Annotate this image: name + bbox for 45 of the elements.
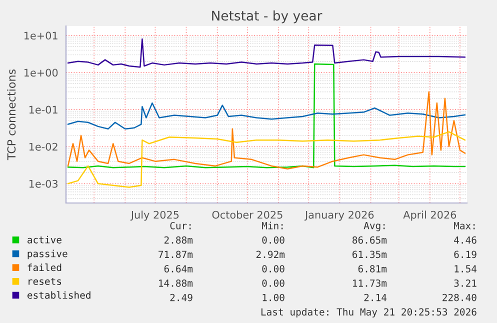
text: 14.88m [159, 279, 193, 287]
legend-label: resets [28, 278, 62, 285]
text: Max: [454, 222, 475, 230]
x-tick-label: July 2025 [130, 210, 179, 221]
y-tick-label: 1e-03 [29, 180, 58, 188]
text: 2.14 [364, 294, 387, 302]
y-tick-label: 1e-01 [29, 106, 58, 114]
x-tick-label: October 2025 [212, 210, 282, 219]
legend-label: established [27, 291, 90, 299]
text: 3.21 [454, 279, 476, 287]
text: Last update: Thu May 21 20:25:53 2026 [261, 308, 476, 318]
text: 2.88m [164, 236, 193, 244]
text: 6.19 [454, 250, 476, 258]
legend-label: active [28, 236, 62, 244]
legend-label: failed [28, 264, 62, 272]
y-axis-title: TCP connections [7, 69, 16, 160]
y-tick-label: 1e+00 [24, 68, 58, 77]
legend-label: passive [28, 250, 68, 260]
text: Cur: [170, 222, 191, 230]
text: 6.64m [164, 265, 193, 272]
text: Avg: [364, 222, 385, 232]
text: 228.40 [442, 294, 476, 302]
text: 61.35m [352, 250, 387, 258]
text: 86.65m [352, 236, 387, 244]
text: 0.00 [262, 279, 284, 287]
text: 0.00 [262, 236, 284, 244]
y-tick-label: 1e+01 [24, 32, 58, 40]
chart-title: Netstat - by year [212, 10, 322, 24]
line-series [67, 91, 466, 170]
text: 6.81m [358, 265, 387, 272]
text: 2.49 [170, 294, 192, 302]
text: 71.87m [158, 250, 193, 258]
text: 1.54 [454, 265, 477, 272]
text: 4.46 [454, 236, 476, 244]
text: 0.00 [262, 265, 284, 272]
text: 2.92m [256, 250, 285, 258]
text: Min: [262, 222, 283, 230]
x-tick-label: April 2026 [403, 210, 456, 221]
y-tick-label: 1e-02 [29, 142, 58, 151]
line-series [67, 63, 466, 168]
line-series [67, 102, 466, 130]
text: 1.00 [262, 294, 284, 302]
line-series [67, 38, 466, 68]
text: 11.73m [353, 279, 387, 287]
x-tick-label: January 2026 [304, 210, 374, 221]
